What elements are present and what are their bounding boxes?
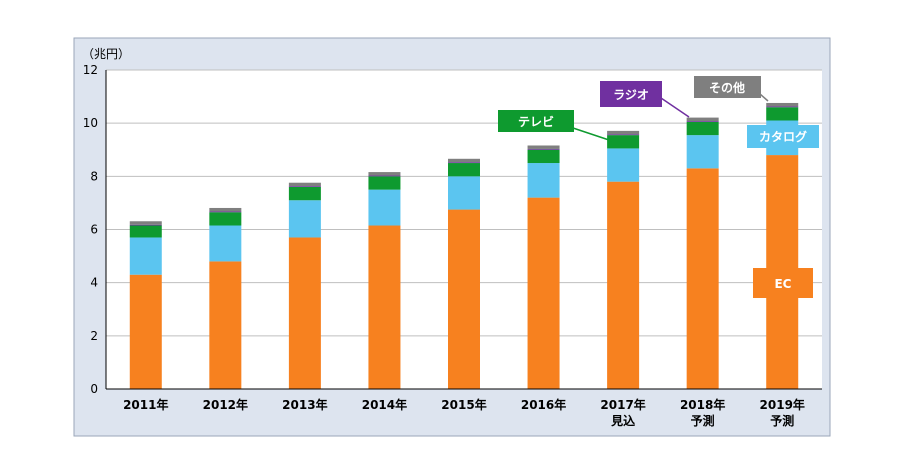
bar-segment-0-2 [288,237,321,389]
bar-segment-3-2 [288,186,321,187]
bar-segment-4-5 [527,145,560,149]
bar-segment-0-6 [607,181,640,389]
bar-segment-3-6 [607,134,640,136]
bar-segment-2-3 [368,176,401,190]
x-tick-label: 2018年 [680,397,725,412]
bar-segment-0-3 [368,225,401,389]
y-tick-label: 4 [90,276,98,290]
x-tick-label: 見込 [610,413,635,428]
ec-label: EC [774,277,791,291]
radio-leader-line [660,97,690,118]
bar-segment-1-2 [288,200,321,238]
x-tick-label: 2011年 [123,397,168,412]
bar-segment-2-8 [766,107,799,121]
bar-segment-1-5 [527,163,560,198]
tv-leader-line [572,127,613,142]
series-callouts: テレビ ラジオ その他 カタログ EC [498,76,819,298]
radio-label-box [600,81,662,107]
y-axis-tick-labels: 0 2 4 6 8 10 12 [83,63,98,396]
bar-segment-4-1 [209,207,242,212]
catalog-label: カタログ [759,129,807,144]
bar-segment-2-2 [288,186,321,201]
bar-segment-2-0 [129,225,162,238]
bar-segment-3-8 [766,106,799,108]
bar-segment-4-3 [368,172,401,176]
bar-segment-0-1 [209,261,242,389]
y-tick-label: 0 [90,382,98,396]
bar-segment-1-4 [448,176,480,210]
bar-segment-1-3 [368,189,401,226]
x-tick-label: 2016年 [521,397,566,412]
bar-segment-1-7 [686,135,719,169]
bar-segment-4-8 [766,102,799,107]
bar-segment-1-1 [209,225,242,262]
bar-segment-3-1 [209,211,242,213]
bar-segment-2-5 [527,149,560,164]
bar-segment-4-0 [129,221,162,225]
x-tick-label: 2015年 [441,397,486,412]
x-tick-label: 2013年 [282,397,327,412]
y-tick-label: 10 [83,116,98,130]
ec-label-box [753,268,813,298]
bar-segment-0-5 [527,197,560,389]
other-label: その他 [709,80,745,95]
bar-segment-2-4 [448,163,480,177]
other-leader-line [759,93,769,102]
y-tick-label: 12 [83,63,98,77]
bar-segment-1-6 [607,148,640,182]
tv-label: テレビ [518,114,554,129]
bar-segment-4-7 [686,117,719,122]
y-tick-label: 6 [90,223,98,237]
y-tick-label: 2 [90,329,98,343]
y-tick-label: 8 [90,169,98,183]
x-tick-label: 2017年 [600,397,645,412]
bar-segment-1-0 [129,237,162,275]
x-tick-label: 予測 [691,413,715,428]
x-tick-label: 2012年 [203,397,248,412]
bar-segment-2-1 [209,212,242,226]
bar-segment-3-5 [527,148,560,150]
bar-segment-0-0 [129,274,162,389]
bar-segment-2-6 [607,135,640,149]
tv-label-box [498,110,574,132]
bar-segment-0-7 [686,168,719,389]
x-tick-label: 2014年 [362,397,407,412]
bar-segment-0-4 [448,209,480,389]
bar-segment-4-4 [448,158,480,163]
bar-segment-3-4 [448,162,480,164]
x-tick-label: 予測 [770,413,794,428]
bar-segment-2-7 [686,121,719,136]
bar-segment-4-2 [288,182,321,187]
unit-label: （兆円） [82,47,130,61]
bar-segment-4-6 [607,130,640,135]
bar-segment-3-7 [686,121,719,122]
bar-segment-3-0 [129,224,162,226]
bar-segment-3-3 [368,175,401,177]
other-label-box [694,76,761,98]
catalog-label-box [747,125,819,148]
radio-label: ラジオ [613,88,649,102]
x-tick-label: 2019年 [760,397,805,412]
